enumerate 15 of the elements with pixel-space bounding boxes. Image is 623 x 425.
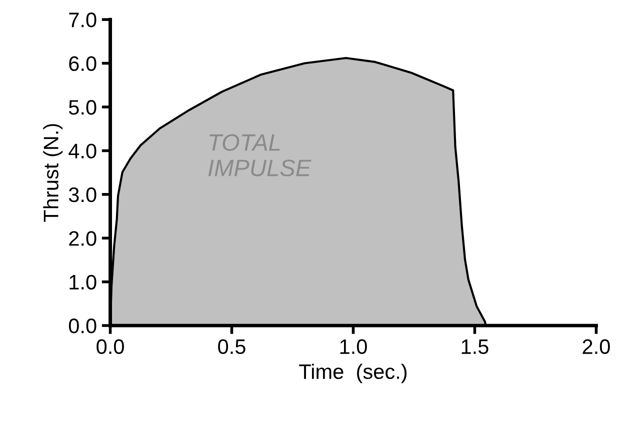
y-axis-title: Thrust (N.) xyxy=(43,124,63,222)
x-tick-label: 0.5 xyxy=(218,339,246,354)
y-tick-label: 5.0 xyxy=(68,100,96,115)
x-tick-label: 2.0 xyxy=(582,339,610,354)
x-tick-label: 1.0 xyxy=(340,339,367,354)
y-tick-label: 2.0 xyxy=(69,231,96,246)
x-tick-label: 0.0 xyxy=(96,339,124,354)
y-tick-label: 3.0 xyxy=(68,187,96,202)
y-tick-label: 0.0 xyxy=(68,318,96,334)
x-tick-label: 1.5 xyxy=(462,340,488,354)
x-axis-title: Time (sec.) xyxy=(299,364,407,384)
y-tick-label: 7.0 xyxy=(69,12,96,28)
y-tick-label: 1.0 xyxy=(70,274,96,290)
y-tick-label: 6.0 xyxy=(69,56,96,72)
y-tick-label: 4.0 xyxy=(68,144,96,158)
